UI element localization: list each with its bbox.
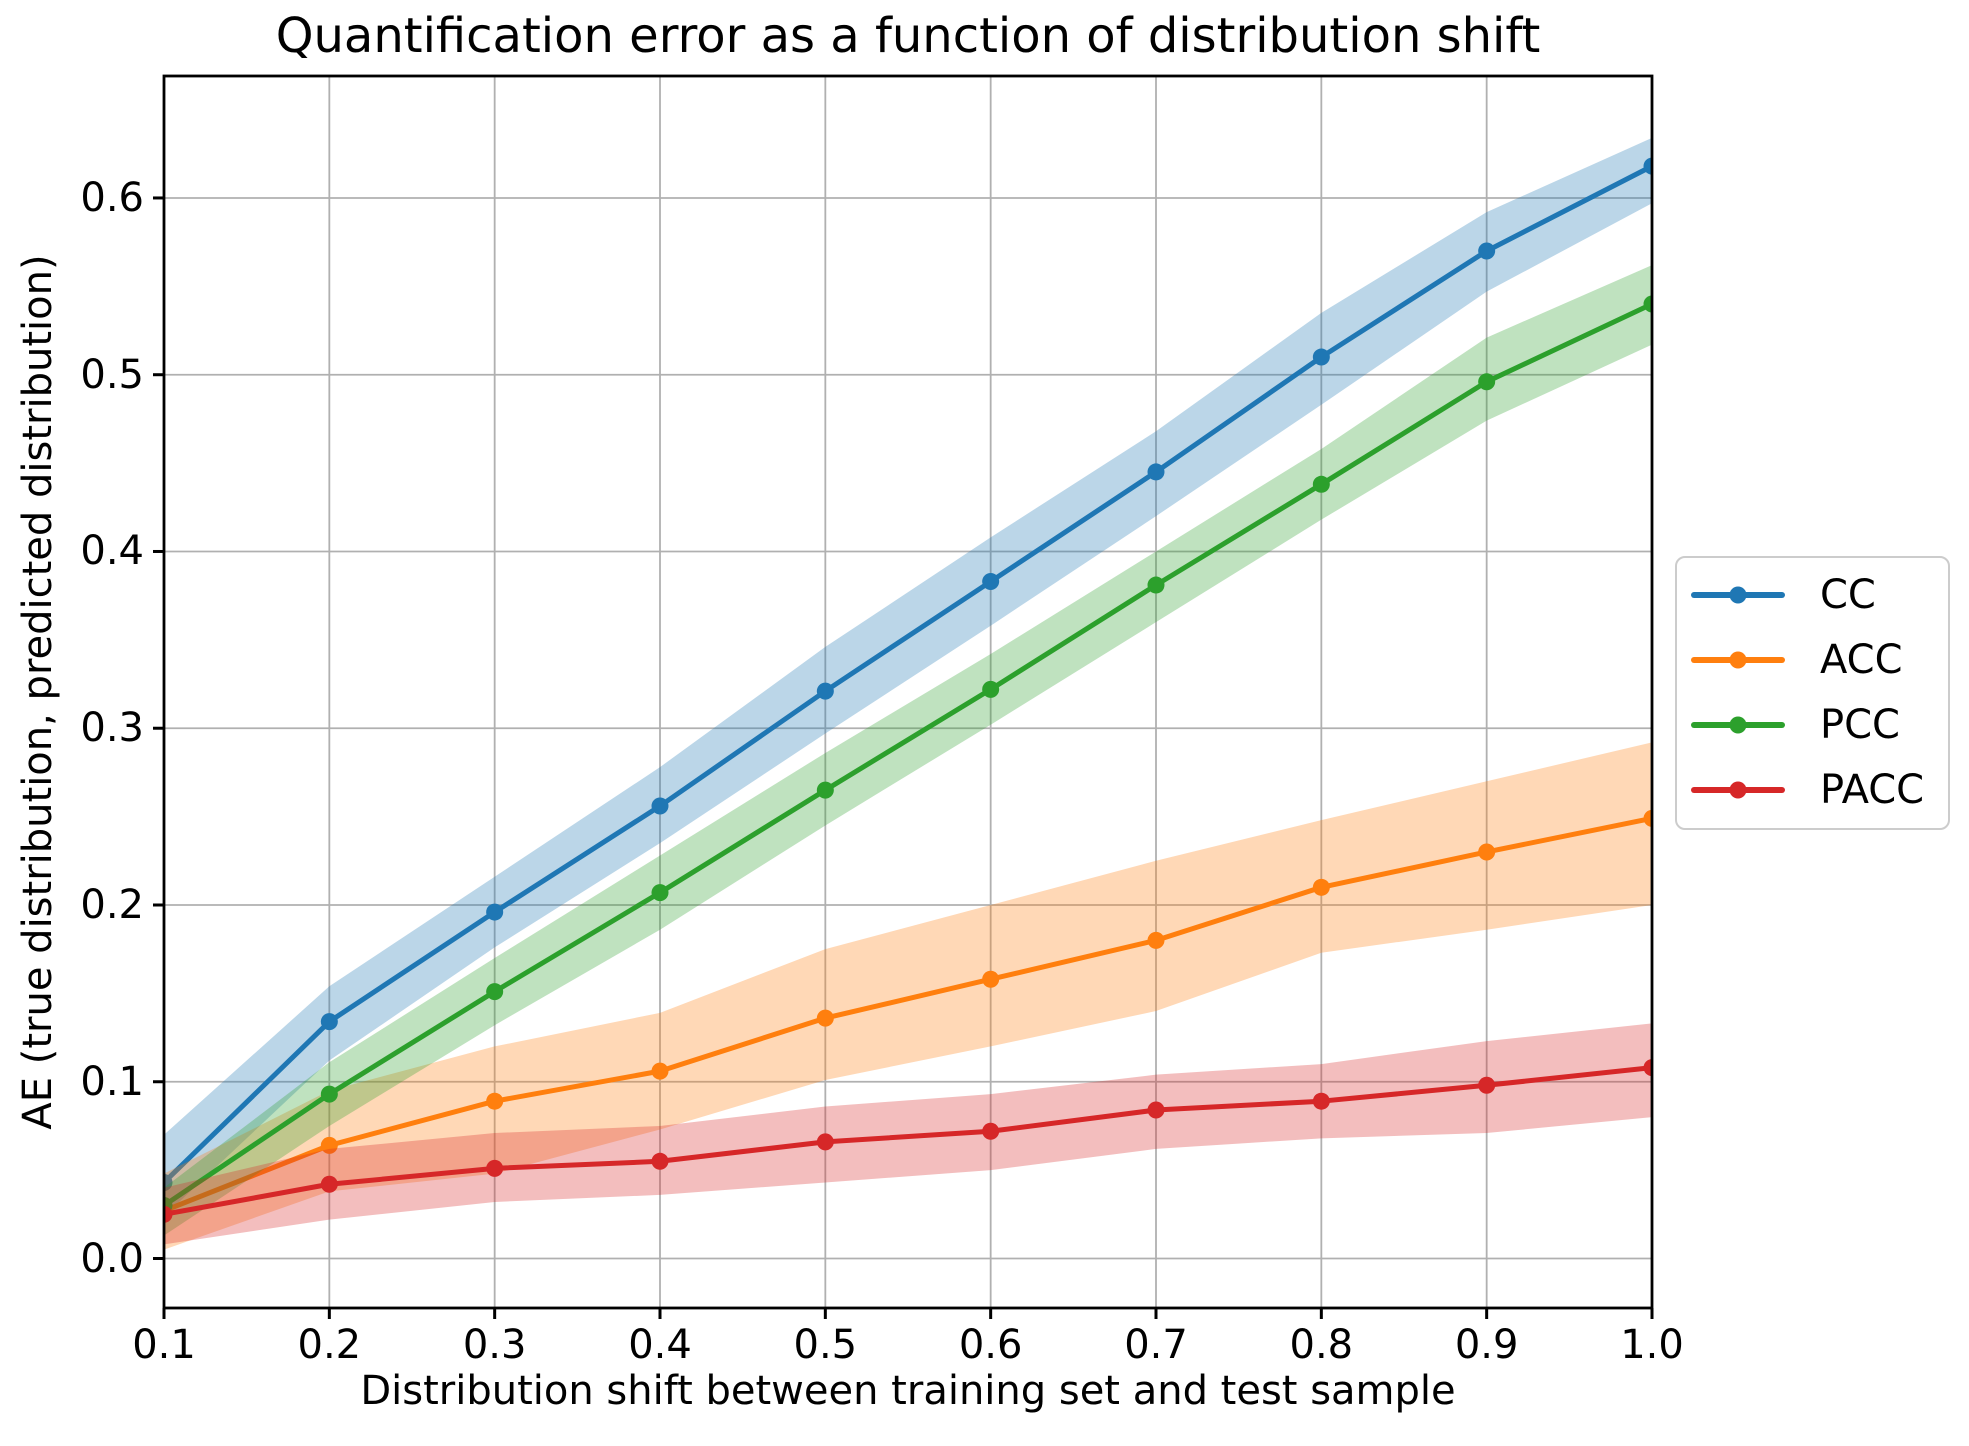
series-line bbox=[164, 163, 1652, 1186]
legend-item-pcc: PCC bbox=[1677, 692, 1948, 757]
data-point-marker bbox=[1312, 348, 1330, 366]
data-point-marker bbox=[1643, 809, 1652, 827]
data-point-marker bbox=[1478, 373, 1496, 391]
x-tick-label: 0.1 bbox=[132, 1322, 196, 1368]
x-axis-label: Distribution shift between training set … bbox=[360, 1368, 1456, 1414]
legend-label: ACC bbox=[1820, 636, 1903, 683]
data-point-marker bbox=[982, 970, 1000, 988]
data-point-marker bbox=[816, 1009, 834, 1027]
legend-item-cc: CC bbox=[1677, 562, 1948, 627]
data-point-marker bbox=[1643, 295, 1652, 313]
legend-line-sample bbox=[1691, 716, 1785, 733]
x-tick-label: 0.6 bbox=[958, 1322, 1023, 1368]
data-point-marker bbox=[320, 1175, 338, 1193]
series-line bbox=[164, 815, 1652, 1214]
data-point-marker bbox=[486, 903, 504, 921]
data-point-marker bbox=[1478, 242, 1496, 260]
legend-marker-dot bbox=[1729, 651, 1747, 668]
x-tick-label: 0.7 bbox=[1124, 1322, 1188, 1368]
y-tick-label: 0.2 bbox=[80, 881, 144, 928]
data-point-marker bbox=[320, 1085, 338, 1103]
legend-item-pacc: PACC bbox=[1677, 757, 1948, 822]
y-tick-label: 0.5 bbox=[80, 351, 144, 398]
legend-label: PCC bbox=[1820, 701, 1900, 748]
data-point-marker bbox=[1147, 1101, 1165, 1119]
y-tick-label: 0.6 bbox=[80, 174, 144, 221]
confidence-band bbox=[164, 742, 1652, 1250]
y-tick-label: 0.0 bbox=[80, 1235, 144, 1282]
y-tick-label: 0.3 bbox=[80, 705, 144, 752]
data-point-marker bbox=[1312, 475, 1330, 493]
series-cc bbox=[164, 137, 1652, 1217]
series-line bbox=[164, 1065, 1652, 1217]
legend-marker-dot bbox=[1729, 716, 1747, 733]
data-point-marker bbox=[1643, 157, 1652, 175]
y-tick-label: 0.1 bbox=[80, 1058, 144, 1105]
x-tick-label: 0.5 bbox=[793, 1322, 858, 1368]
x-tick-label: 0.2 bbox=[297, 1322, 362, 1368]
legend-line-sample bbox=[1691, 781, 1785, 798]
data-point-marker bbox=[164, 1174, 173, 1191]
data-point-marker bbox=[486, 1092, 504, 1110]
confidence-band bbox=[164, 137, 1652, 1217]
data-point-marker bbox=[1478, 843, 1496, 861]
series-line bbox=[164, 301, 1652, 1208]
data-point-marker bbox=[1147, 931, 1165, 949]
x-tick-label: 0.3 bbox=[462, 1322, 527, 1368]
legend: CC ACC PCC PACC bbox=[1675, 556, 1950, 830]
data-point-marker bbox=[651, 1062, 669, 1080]
data-point-marker bbox=[651, 797, 669, 815]
legend-marker-dot bbox=[1729, 586, 1747, 603]
confidence-band bbox=[164, 1023, 1652, 1245]
data-point-marker bbox=[320, 1136, 338, 1154]
data-point-marker bbox=[651, 884, 669, 902]
y-tick-label: 0.4 bbox=[80, 528, 144, 575]
x-tick-label: 0.9 bbox=[1454, 1322, 1519, 1368]
data-point-marker bbox=[982, 1122, 1000, 1140]
data-point-marker bbox=[651, 1152, 669, 1170]
data-point-marker bbox=[164, 1205, 173, 1223]
data-point-marker bbox=[1312, 878, 1330, 896]
data-point-marker bbox=[816, 781, 834, 799]
legend-label: CC bbox=[1820, 571, 1876, 618]
series-pcc bbox=[164, 265, 1652, 1236]
series-pacc bbox=[164, 1023, 1652, 1245]
data-point-marker bbox=[486, 1159, 504, 1177]
legend-marker-dot bbox=[1729, 781, 1747, 798]
legend-label: PACC bbox=[1820, 766, 1925, 813]
data-point-marker bbox=[1478, 1076, 1496, 1094]
data-point-marker bbox=[1147, 463, 1165, 481]
data-point-marker bbox=[982, 573, 1000, 591]
tick-marks bbox=[153, 196, 1654, 1319]
x-tick-label: 0.8 bbox=[1289, 1322, 1354, 1368]
data-point-marker bbox=[320, 1013, 338, 1031]
data-point-marker bbox=[1643, 1059, 1652, 1077]
x-tick-label: 0.4 bbox=[628, 1322, 692, 1368]
legend-line-sample bbox=[1691, 651, 1785, 668]
x-tick-label: 1.0 bbox=[1620, 1322, 1684, 1368]
data-point-marker bbox=[816, 682, 834, 700]
data-point-marker bbox=[1147, 576, 1165, 594]
data-point-marker bbox=[1312, 1092, 1330, 1110]
data-point-marker bbox=[816, 1133, 834, 1151]
legend-line-sample bbox=[1691, 586, 1785, 603]
data-point-marker bbox=[982, 680, 1000, 698]
legend-item-acc: ACC bbox=[1677, 627, 1948, 692]
axes-spines bbox=[162, 74, 1654, 1310]
data-point-marker bbox=[486, 983, 504, 1001]
chart-title: Quantification error as a function of di… bbox=[275, 8, 1541, 64]
